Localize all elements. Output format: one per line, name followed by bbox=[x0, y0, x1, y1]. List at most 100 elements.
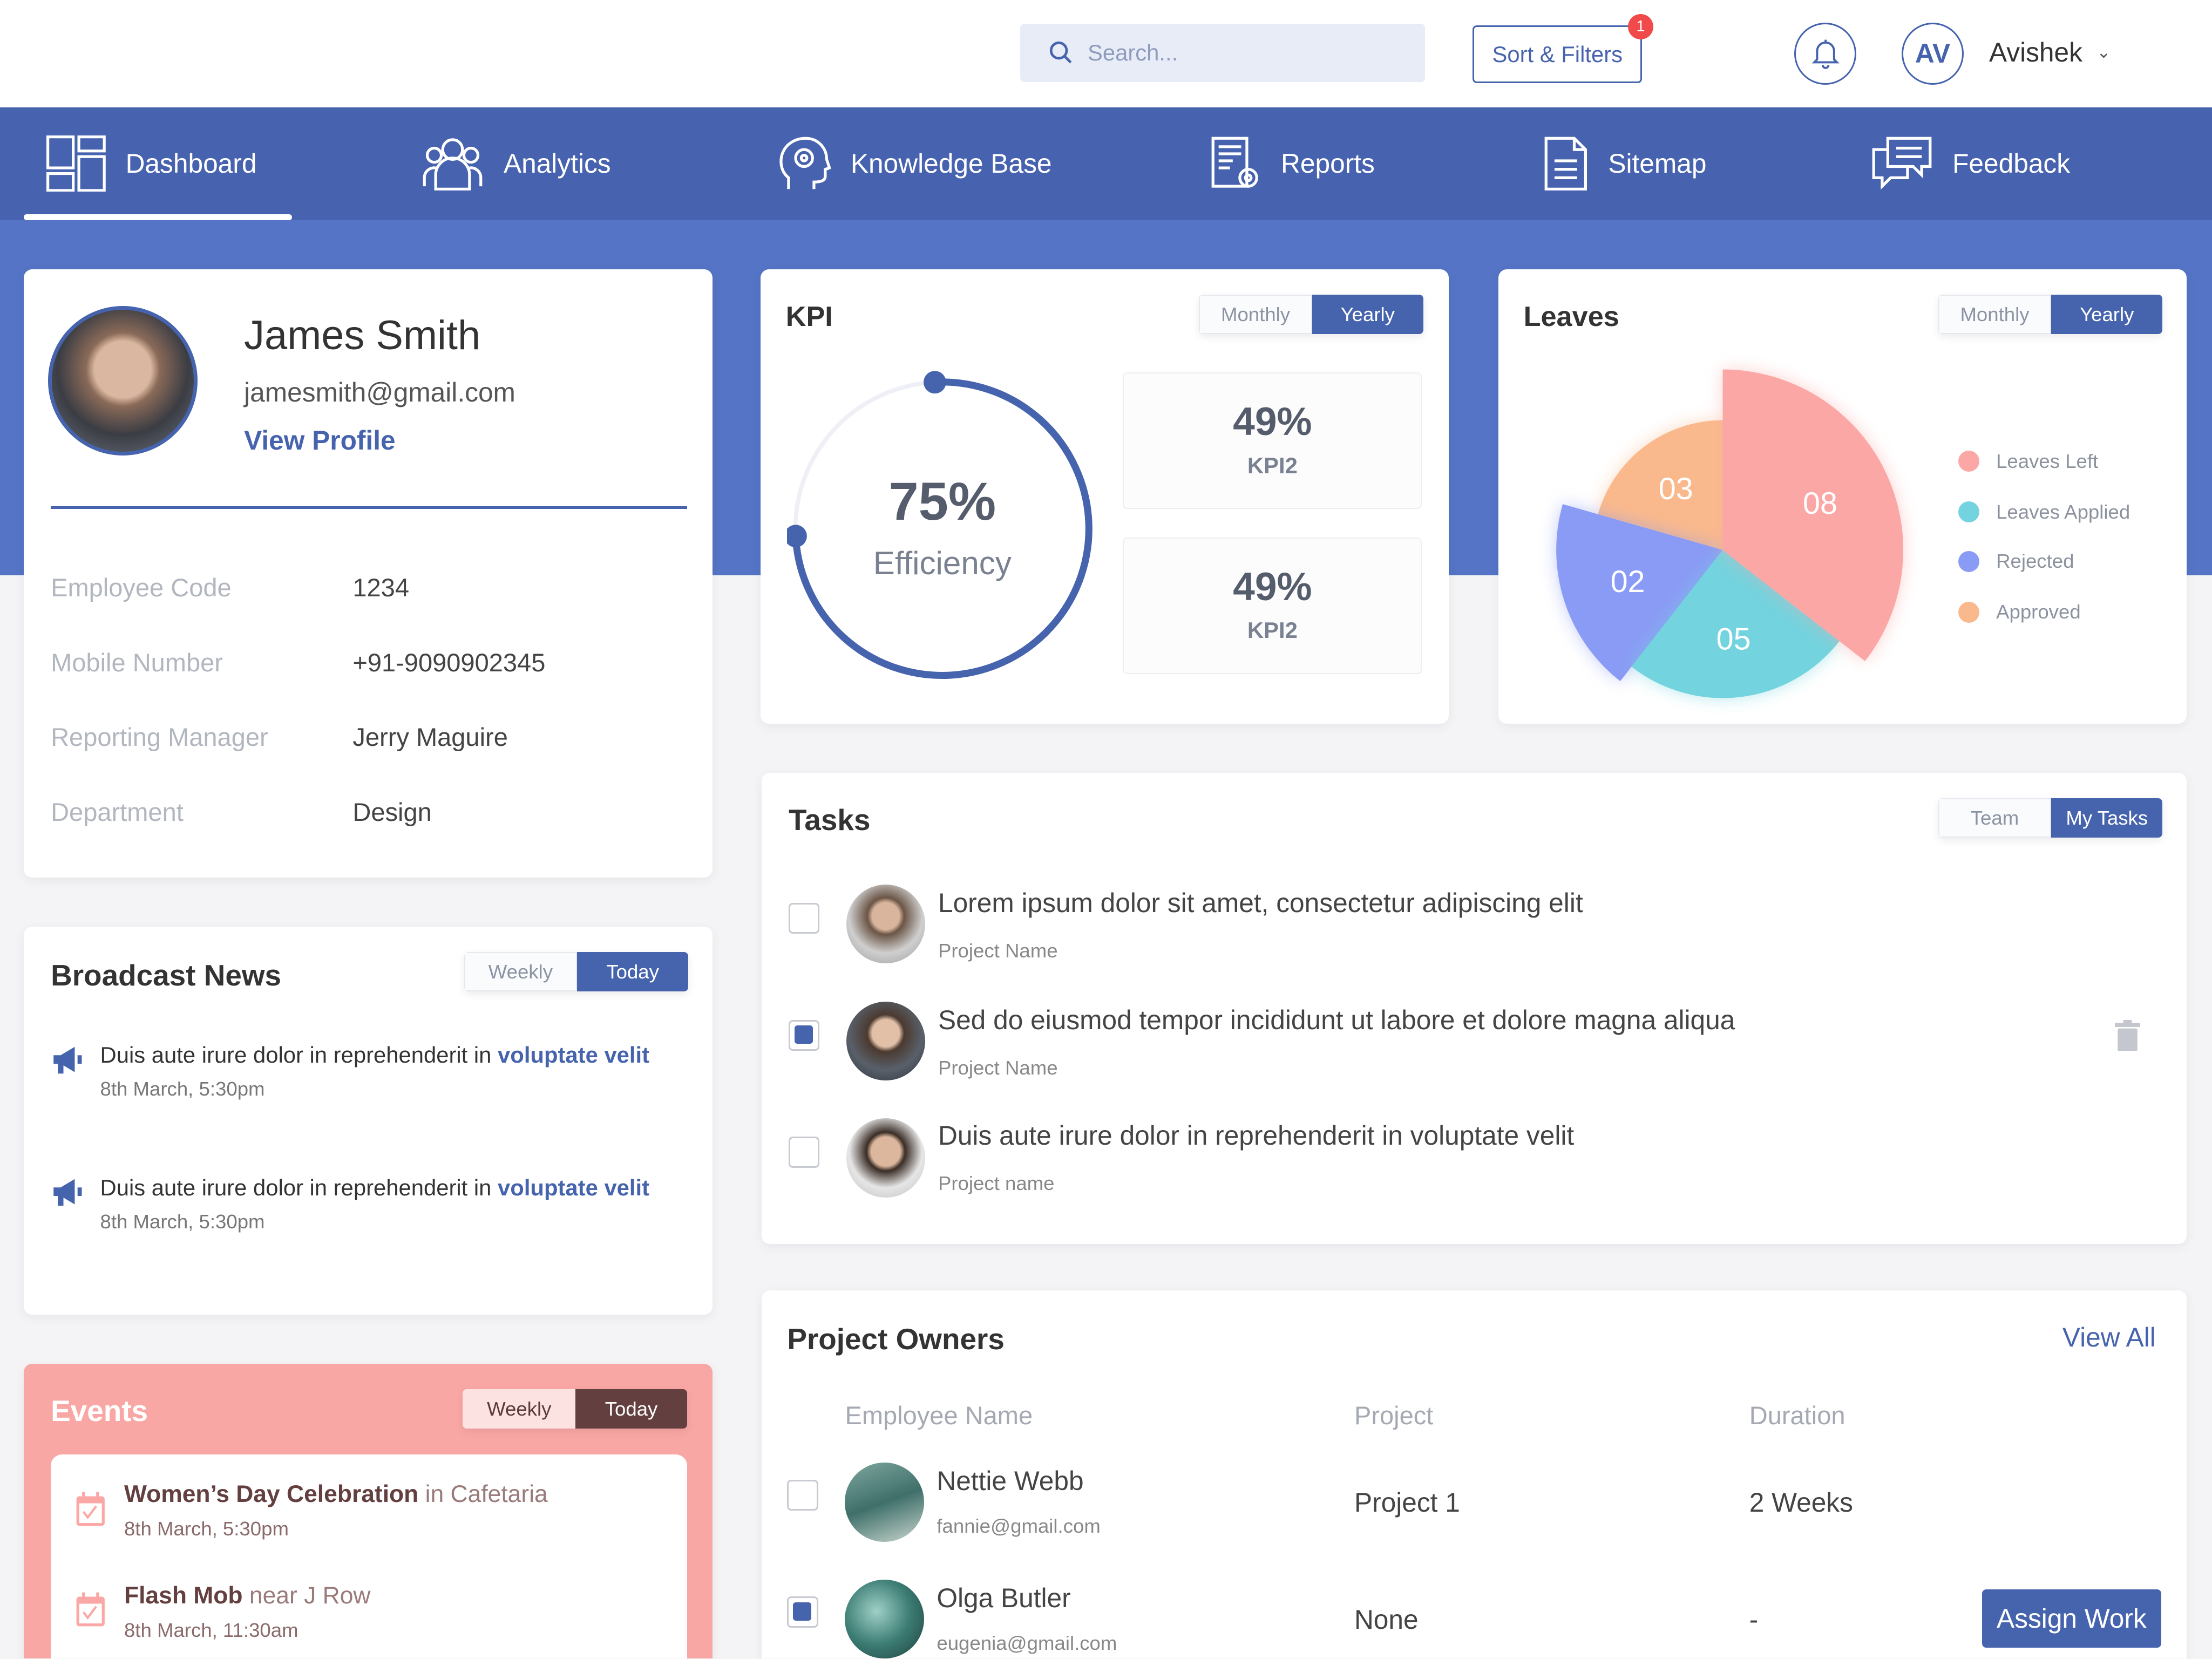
calendar-check-icon bbox=[75, 1491, 106, 1533]
card-title: Broadcast News bbox=[51, 958, 282, 992]
kpi-label: KPI2 bbox=[1247, 452, 1298, 478]
field-label: Reporting Manager bbox=[51, 723, 268, 752]
document-icon bbox=[1544, 137, 1587, 191]
nav-item-reports[interactable]: Reports bbox=[1210, 107, 1375, 220]
news-item[interactable]: Duis aute irure dolor in reprehenderit i… bbox=[100, 1039, 693, 1104]
events-list: Women’s Day Celebration in Cafetaria 8th… bbox=[51, 1454, 687, 1659]
leaves-pie-chart: 08 05 02 03 bbox=[1556, 369, 1903, 698]
nav-item-feedback[interactable]: Feedback bbox=[1871, 107, 2070, 220]
column-header[interactable]: Duration bbox=[1749, 1401, 1845, 1430]
owner-duration: 2 Weeks bbox=[1749, 1487, 1853, 1518]
task-title[interactable]: Lorem ipsum dolor sit amet, consectetur … bbox=[938, 887, 1583, 918]
trash-icon[interactable] bbox=[2114, 1019, 2140, 1056]
bell-icon bbox=[1811, 39, 1840, 69]
owner-email: fannie@gmail.com bbox=[937, 1514, 1101, 1537]
task-title[interactable]: Duis aute irure dolor in reprehenderit i… bbox=[938, 1120, 1575, 1151]
nav-item-dashboard[interactable]: Dashboard bbox=[46, 107, 256, 220]
event-date: 8th March, 11:30am bbox=[124, 1619, 298, 1642]
sort-filters-button[interactable]: Sort & Filters bbox=[1473, 25, 1643, 84]
legend-label: Leaves Applied bbox=[1996, 500, 2130, 523]
efficiency-label: Efficiency bbox=[873, 545, 1012, 581]
event-place: near J Row bbox=[242, 1582, 371, 1609]
task-project: Project Name bbox=[938, 1056, 1058, 1079]
kpi-value: 49% bbox=[1233, 399, 1312, 444]
owner-avatar bbox=[845, 1580, 924, 1659]
card-title: Project Owners bbox=[787, 1322, 1005, 1356]
news-item[interactable]: Duis aute irure dolor in reprehenderit i… bbox=[100, 1172, 693, 1237]
toggle-yearly[interactable]: Yearly bbox=[2051, 295, 2163, 335]
news-date: 8th March, 5:30pm bbox=[100, 1077, 265, 1100]
kpi-card: KPI Monthly Yearly 75% Efficiency 49% KPI… bbox=[760, 269, 1449, 724]
task-title[interactable]: Sed do eiusmod tempor incididunt ut labo… bbox=[938, 1004, 1735, 1035]
nav-item-knowledge-base[interactable]: Knowledge Base bbox=[777, 107, 1052, 220]
toggle-weekly[interactable]: Weekly bbox=[463, 1389, 576, 1429]
owner-name: Olga Butler bbox=[937, 1583, 1071, 1614]
field-label: Employee Code bbox=[51, 573, 232, 602]
owner-project: Project 1 bbox=[1354, 1487, 1460, 1518]
nav-item-sitemap[interactable]: Sitemap bbox=[1543, 107, 1706, 220]
news-text: Duis aute irure dolor in reprehenderit i… bbox=[100, 1042, 498, 1068]
toggle-yearly[interactable]: Yearly bbox=[1312, 295, 1423, 335]
pie-data-label: 02 bbox=[1610, 565, 1645, 599]
tasks-card: Tasks Team My Tasks Lorem ipsum dolor si… bbox=[762, 773, 2187, 1245]
legend-label: Rejected bbox=[1996, 550, 2074, 573]
search-input[interactable]: Search... bbox=[1020, 24, 1425, 82]
event-item[interactable]: Flash Mob near J Row bbox=[124, 1582, 371, 1609]
task-checkbox[interactable] bbox=[788, 1019, 820, 1051]
toggle-today[interactable]: Today bbox=[576, 952, 689, 992]
column-header[interactable]: Project bbox=[1354, 1401, 1434, 1430]
legend-swatch bbox=[1958, 550, 1979, 572]
filter-count-badge: 1 bbox=[1627, 14, 1653, 40]
toggle-monthly[interactable]: Monthly bbox=[1199, 295, 1312, 335]
field-value: +91-9090902345 bbox=[352, 648, 546, 677]
task-project: Project Name bbox=[938, 939, 1058, 962]
news-date: 8th March, 5:30pm bbox=[100, 1210, 265, 1233]
event-item[interactable]: Women’s Day Celebration in Cafetaria bbox=[124, 1481, 548, 1508]
assign-work-button[interactable]: Assign Work bbox=[1982, 1589, 2161, 1648]
column-header[interactable]: Employee Name bbox=[845, 1401, 1033, 1430]
pie-data-label: 08 bbox=[1803, 486, 1837, 521]
period-toggle: Monthly Yearly bbox=[1938, 295, 2163, 335]
field-label: Department bbox=[51, 797, 184, 826]
user-menu[interactable]: Avishek ⌄ bbox=[1989, 37, 2111, 68]
gauge-progress bbox=[792, 378, 1093, 679]
view-profile-link[interactable]: View Profile bbox=[244, 425, 396, 455]
card-title: Leaves bbox=[1523, 301, 1619, 332]
nav-label: Reports bbox=[1281, 148, 1375, 179]
pie-slice-leaves-applied[interactable] bbox=[1631, 550, 1840, 698]
task-checkbox[interactable] bbox=[788, 902, 820, 934]
field-value: Design bbox=[352, 797, 432, 826]
row-checkbox[interactable] bbox=[787, 1479, 818, 1511]
toggle-monthly[interactable]: Monthly bbox=[1938, 295, 2052, 335]
pie-slice-approved[interactable] bbox=[1597, 420, 1723, 550]
view-all-link[interactable]: View All bbox=[2062, 1322, 2156, 1352]
gauge-start-handle bbox=[924, 371, 947, 394]
row-checkbox[interactable] bbox=[787, 1596, 818, 1628]
user-avatar[interactable]: AV bbox=[1901, 22, 1964, 85]
toggle-today[interactable]: Today bbox=[575, 1389, 687, 1429]
nav-label: Sitemap bbox=[1608, 148, 1707, 179]
task-project: Project name bbox=[938, 1172, 1055, 1194]
events-card: Events Weekly Today Women’s Day Celebrat… bbox=[24, 1364, 713, 1659]
card-title: KPI bbox=[785, 301, 833, 332]
owner-avatar bbox=[845, 1463, 924, 1542]
legend-item: Rejected bbox=[1958, 550, 2074, 573]
owner-name: Nettie Webb bbox=[937, 1466, 1084, 1497]
pie-data-label: 05 bbox=[1716, 622, 1750, 657]
event-date: 8th March, 5:30pm bbox=[124, 1518, 289, 1540]
toggle-team[interactable]: Team bbox=[1938, 798, 2052, 838]
project-owners-card: Project Owners View All bbox=[762, 1290, 2187, 1659]
field-label: Mobile Number bbox=[51, 648, 223, 677]
owner-duration: - bbox=[1749, 1604, 1759, 1635]
legend-swatch bbox=[1958, 451, 1979, 472]
notifications-button[interactable] bbox=[1794, 22, 1857, 85]
toggle-weekly[interactable]: Weekly bbox=[464, 952, 577, 992]
nav-item-analytics[interactable]: Analytics bbox=[422, 107, 611, 220]
profile-avatar bbox=[48, 306, 198, 456]
tasks-toggle: Team My Tasks bbox=[1938, 798, 2163, 838]
task-checkbox[interactable] bbox=[788, 1137, 820, 1168]
pie-slice-leaves-left[interactable] bbox=[1722, 369, 1903, 662]
toggle-my-tasks[interactable]: My Tasks bbox=[2051, 798, 2163, 838]
kpi-box: 49% KPI2 bbox=[1123, 372, 1422, 509]
pie-slice-rejected[interactable] bbox=[1556, 504, 1723, 682]
